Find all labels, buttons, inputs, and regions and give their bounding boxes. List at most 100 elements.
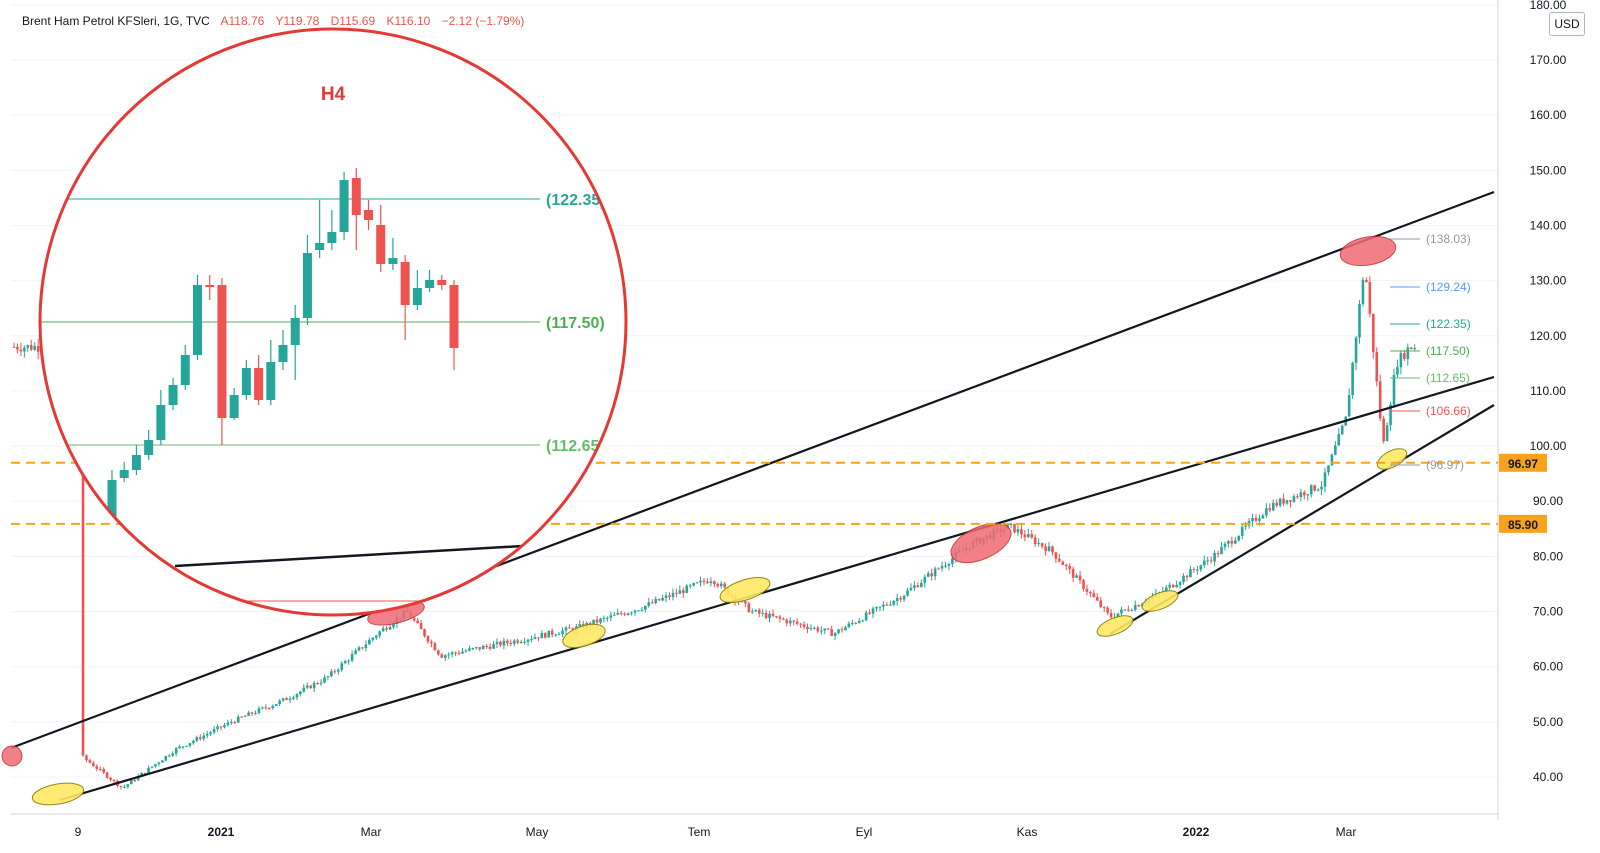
candle-body (1320, 486, 1323, 490)
candle-body (1327, 465, 1330, 473)
candle-body (1230, 541, 1234, 544)
price-tick-label: 140.00 (1530, 218, 1567, 232)
candle-body (723, 583, 726, 588)
fib-level-label: (96.97) (1426, 458, 1464, 472)
candle-body (1406, 347, 1410, 359)
inset-candle-body (254, 368, 264, 400)
candle-body (309, 685, 312, 689)
candle-body (557, 634, 561, 636)
candle-body (1330, 454, 1334, 466)
candle-body (537, 637, 540, 639)
candle-body (920, 582, 923, 587)
candle-body (826, 628, 830, 630)
candle-body (671, 592, 675, 597)
candle-body (195, 737, 199, 741)
candle-body (212, 729, 216, 733)
candle-body (447, 654, 450, 656)
time-tick-label: Tem (688, 825, 711, 839)
candle-body (719, 583, 723, 587)
candle-body (1275, 502, 1278, 506)
price-tick-label: 90.00 (1533, 494, 1563, 508)
candle-body (902, 595, 906, 600)
candle-body (1016, 529, 1020, 533)
candle-body (1361, 279, 1365, 304)
candle-body (1171, 584, 1175, 588)
candle-body (1285, 500, 1289, 504)
candle-body (1020, 529, 1023, 535)
candle-body (1299, 492, 1303, 498)
candle-body (644, 605, 647, 610)
price-tick-label: 170.00 (1530, 53, 1567, 67)
candle-body (347, 660, 350, 662)
time-tick-label: May (526, 825, 549, 839)
candle-body (1372, 313, 1375, 353)
candle-body (1023, 534, 1027, 538)
candle-body (1251, 517, 1254, 522)
candle-body (468, 648, 471, 651)
candle-body (433, 643, 437, 651)
candle-body (133, 780, 137, 782)
candle-body (1365, 279, 1368, 283)
candle-body (744, 601, 747, 604)
price-tick-label: 110.00 (1530, 384, 1566, 398)
currency-button[interactable]: USD (1549, 12, 1585, 36)
candle-body (595, 619, 599, 623)
candle-body (102, 768, 105, 773)
candle-body (98, 768, 102, 770)
support-level-badge (1499, 514, 1547, 533)
inset-circle-border (38, 27, 628, 617)
candle-body (1092, 593, 1096, 598)
candle-body (1061, 561, 1065, 565)
inset-candle-body (241, 368, 251, 395)
candle-body (1202, 560, 1206, 566)
support-level-label: 85.90 (1508, 518, 1538, 532)
candle-body (837, 629, 840, 634)
candle-body (1192, 569, 1196, 571)
candle-body (492, 644, 495, 649)
candle-body (1213, 552, 1216, 562)
candle-body (1409, 347, 1413, 349)
trendline (59, 375, 1495, 802)
candle-body (613, 614, 616, 616)
candle-body (319, 682, 323, 684)
candle-body (499, 641, 502, 646)
candle-body (1089, 591, 1092, 594)
candle-body (599, 618, 602, 623)
candle-body (512, 640, 516, 644)
inset-title: H4 (321, 84, 346, 105)
candle-body (340, 663, 344, 670)
candle-body (381, 628, 385, 632)
candle-body (861, 620, 864, 622)
candle-body (947, 563, 951, 566)
candle-body (257, 708, 261, 714)
candle-body (923, 576, 927, 583)
candle-body (1123, 609, 1127, 611)
candle-body (688, 585, 692, 587)
candle-body (1099, 600, 1103, 608)
candle-body (1265, 508, 1268, 516)
candle-body (419, 623, 423, 630)
candle-body (378, 631, 381, 636)
candle-body (1051, 546, 1054, 553)
candle-body (1220, 546, 1223, 555)
candle-body (840, 629, 844, 631)
candle-body (657, 598, 661, 601)
candle-body (1178, 582, 1182, 585)
inset-candle-body (193, 285, 202, 355)
price-tick-label: 80.00 (1533, 549, 1563, 563)
candle-body (205, 733, 209, 736)
candle-body (154, 764, 157, 767)
time-tick-label: Mar (1336, 825, 1357, 839)
candle-body (909, 587, 913, 591)
candle-body (623, 613, 626, 615)
fib-level-label: (129.24) (1426, 280, 1471, 294)
candle-body (440, 654, 444, 658)
candle-body (1389, 404, 1392, 426)
candle-body (502, 640, 506, 646)
candle-body (126, 784, 130, 787)
candle-body (1033, 537, 1037, 545)
time-axis-labels: 9 2021 Mar May Tem Eyl Kas 2022 Mar (75, 825, 1357, 839)
candle-body (305, 685, 309, 688)
touch-markers (1, 235, 1408, 806)
